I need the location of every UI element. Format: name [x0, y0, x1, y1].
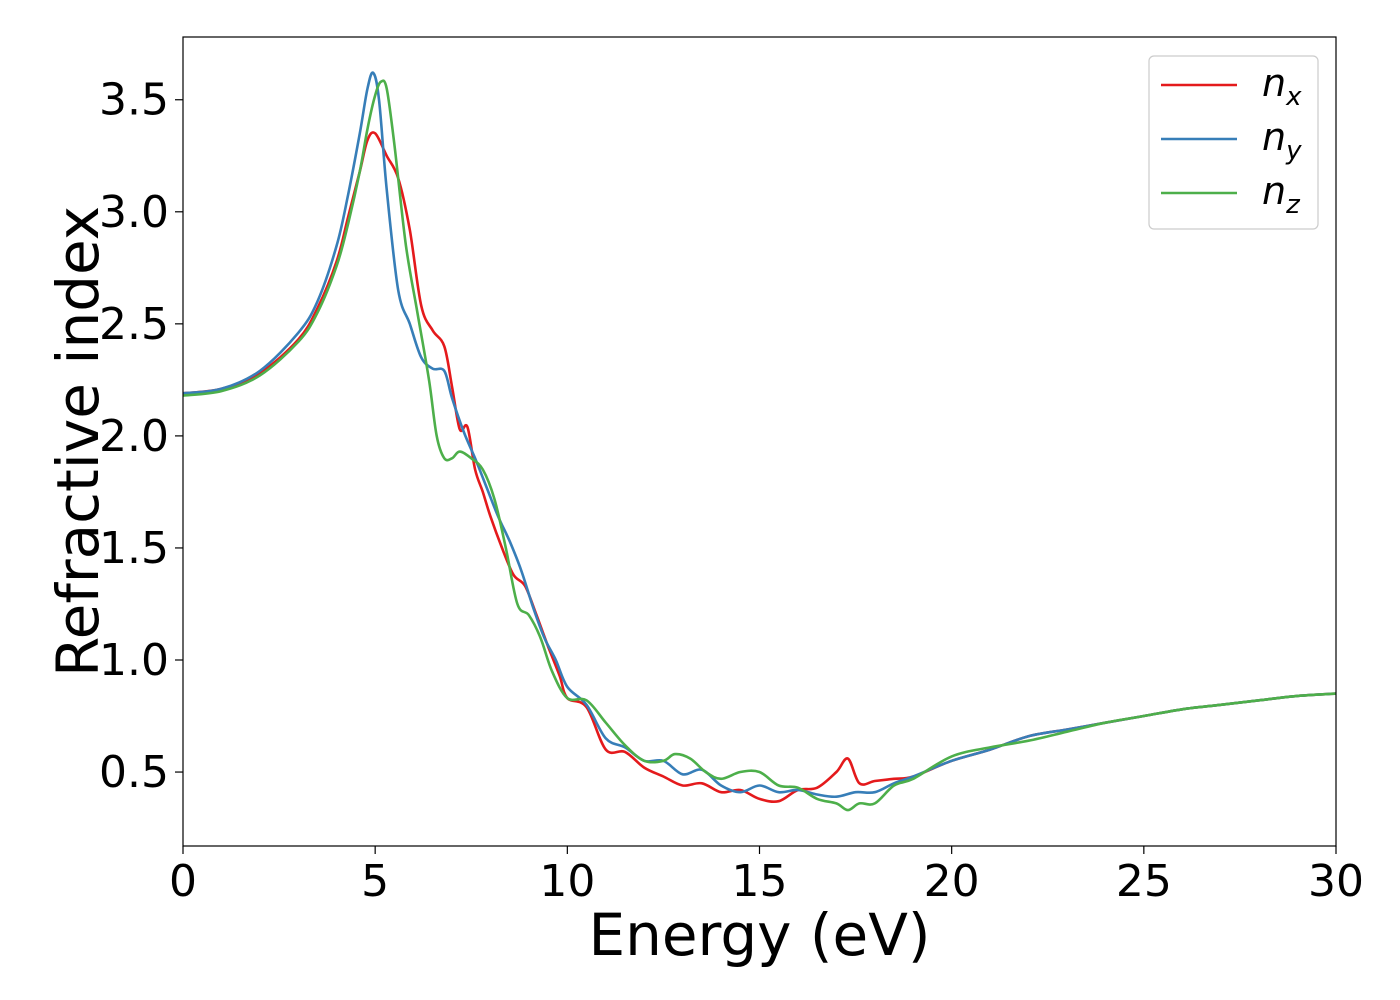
plot-frame [182, 36, 1337, 847]
legend-label-n_z: nz [1262, 169, 1301, 220]
y-axis-title: Refractive index [44, 206, 112, 677]
x-axis-title: Energy (eV) [588, 901, 930, 969]
y-tick-label: 2.0 [99, 411, 169, 462]
legend-label-subscript: y [1285, 136, 1302, 166]
x-tick-label: 20 [924, 856, 980, 907]
x-tick-label: 15 [732, 856, 788, 907]
x-tick-label: 30 [1308, 856, 1364, 907]
series-line-n_x [182, 131, 1337, 804]
y-axis-ticks: 0.5 1.0 1.5 2.0 2.5 3.0 3.5 [99, 75, 183, 798]
legend-label-n_y: ny [1262, 115, 1302, 166]
y-tick-label: 3.5 [99, 75, 169, 126]
y-tick-label: 1.5 [99, 523, 169, 574]
x-tick-label: 25 [1116, 856, 1172, 907]
y-tick-label: 0.5 [99, 747, 169, 798]
legend-label-base: n [1262, 61, 1286, 105]
legend-label-base: n [1262, 115, 1286, 159]
x-axis-ticks: 0 5 10 15 20 25 30 [169, 846, 1364, 907]
series-line-n_y [182, 71, 1337, 799]
y-tick-label: 1.0 [99, 635, 169, 686]
series-line-n_z [182, 79, 1337, 812]
legend-label-subscript: x [1285, 82, 1302, 112]
legend-label-n_x: nx [1262, 61, 1302, 112]
y-tick-label: 2.5 [99, 299, 169, 350]
legend-label-base: n [1262, 169, 1286, 213]
x-tick-label: 10 [539, 856, 595, 907]
legend-box [1148, 55, 1319, 230]
legend-label-subscript: z [1285, 190, 1301, 220]
x-tick-label: 0 [169, 856, 197, 907]
y-tick-label: 3.0 [99, 187, 169, 238]
x-tick-label: 5 [361, 856, 389, 907]
series-lines [182, 71, 1337, 812]
